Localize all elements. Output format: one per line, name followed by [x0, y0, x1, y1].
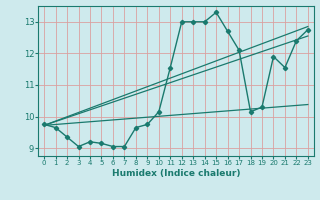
X-axis label: Humidex (Indice chaleur): Humidex (Indice chaleur) [112, 169, 240, 178]
